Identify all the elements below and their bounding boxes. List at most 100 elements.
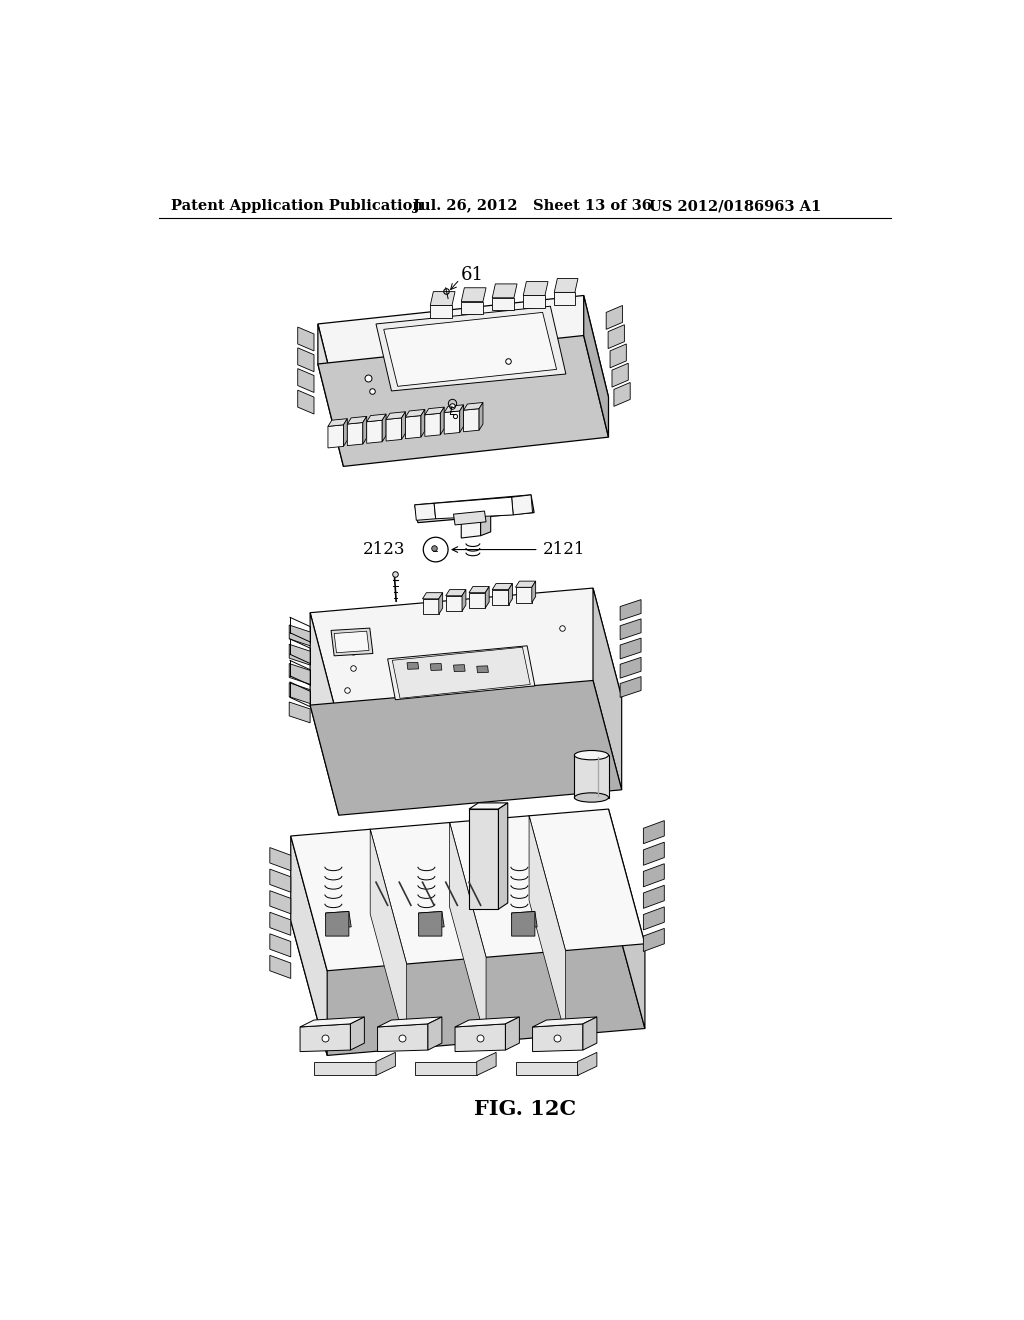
Polygon shape	[621, 619, 641, 640]
Polygon shape	[532, 1024, 583, 1052]
Polygon shape	[460, 405, 464, 433]
Polygon shape	[445, 595, 462, 611]
Polygon shape	[386, 418, 401, 441]
Polygon shape	[454, 511, 486, 525]
Polygon shape	[347, 422, 362, 446]
Polygon shape	[438, 593, 442, 614]
Polygon shape	[477, 1052, 496, 1076]
Polygon shape	[461, 508, 480, 539]
Polygon shape	[621, 638, 641, 659]
Polygon shape	[469, 803, 508, 809]
Polygon shape	[270, 912, 291, 936]
Polygon shape	[419, 911, 442, 936]
Polygon shape	[444, 411, 460, 434]
Text: US 2012/0186963 A1: US 2012/0186963 A1	[649, 199, 821, 213]
Polygon shape	[382, 414, 386, 442]
Polygon shape	[455, 1016, 519, 1027]
Polygon shape	[643, 886, 665, 908]
Polygon shape	[643, 907, 665, 929]
Polygon shape	[593, 589, 622, 789]
Polygon shape	[462, 590, 466, 611]
Polygon shape	[406, 409, 425, 417]
Polygon shape	[574, 755, 608, 797]
Polygon shape	[608, 325, 625, 348]
Polygon shape	[445, 590, 466, 595]
Circle shape	[423, 537, 449, 562]
Polygon shape	[423, 599, 438, 614]
Text: 61: 61	[461, 267, 484, 284]
Text: Jul. 26, 2012   Sheet 13 of 36: Jul. 26, 2012 Sheet 13 of 36	[414, 199, 652, 213]
Polygon shape	[523, 281, 548, 296]
Polygon shape	[291, 809, 645, 970]
Polygon shape	[455, 1024, 506, 1052]
Polygon shape	[343, 418, 347, 446]
Polygon shape	[291, 894, 645, 1056]
Polygon shape	[583, 1016, 597, 1051]
Polygon shape	[334, 631, 369, 653]
Polygon shape	[406, 416, 421, 438]
Polygon shape	[430, 664, 442, 671]
Polygon shape	[347, 416, 367, 424]
Polygon shape	[310, 681, 622, 816]
Polygon shape	[425, 407, 444, 414]
Polygon shape	[643, 863, 665, 887]
Polygon shape	[469, 809, 499, 909]
Polygon shape	[291, 836, 328, 1056]
Polygon shape	[317, 296, 608, 426]
Polygon shape	[515, 587, 531, 603]
Polygon shape	[289, 626, 310, 645]
Polygon shape	[298, 368, 314, 392]
Polygon shape	[378, 1024, 428, 1052]
Polygon shape	[270, 891, 291, 913]
Polygon shape	[425, 413, 440, 437]
Polygon shape	[643, 821, 665, 843]
Polygon shape	[300, 1016, 365, 1027]
Polygon shape	[493, 284, 517, 298]
Polygon shape	[621, 599, 641, 620]
Polygon shape	[584, 296, 608, 437]
Ellipse shape	[574, 751, 608, 760]
Polygon shape	[362, 416, 367, 444]
Polygon shape	[512, 495, 532, 515]
Polygon shape	[469, 593, 485, 609]
Polygon shape	[621, 657, 641, 678]
Polygon shape	[493, 583, 512, 590]
Polygon shape	[376, 306, 566, 391]
Polygon shape	[317, 335, 608, 466]
Polygon shape	[554, 293, 574, 305]
Polygon shape	[378, 1016, 442, 1027]
Polygon shape	[350, 1016, 365, 1051]
Polygon shape	[430, 305, 452, 318]
Polygon shape	[384, 313, 557, 387]
Polygon shape	[314, 1061, 376, 1076]
Polygon shape	[386, 412, 406, 420]
Polygon shape	[415, 1061, 477, 1076]
Polygon shape	[401, 412, 406, 440]
Polygon shape	[317, 323, 343, 466]
Polygon shape	[270, 847, 291, 871]
Polygon shape	[512, 911, 538, 928]
Polygon shape	[367, 414, 386, 422]
Polygon shape	[531, 581, 536, 603]
Text: FIG. 12C: FIG. 12C	[474, 1100, 575, 1119]
Text: Patent Application Publication: Patent Application Publication	[171, 199, 423, 213]
Polygon shape	[388, 645, 535, 700]
Ellipse shape	[574, 793, 608, 803]
Polygon shape	[477, 665, 488, 673]
Polygon shape	[289, 702, 310, 723]
Polygon shape	[423, 593, 442, 599]
Polygon shape	[392, 647, 530, 698]
Polygon shape	[434, 498, 513, 519]
Polygon shape	[367, 420, 382, 444]
Polygon shape	[298, 327, 314, 351]
Polygon shape	[428, 1016, 442, 1051]
Polygon shape	[328, 418, 347, 426]
Polygon shape	[469, 586, 489, 593]
Polygon shape	[419, 911, 444, 928]
Polygon shape	[608, 809, 645, 1028]
Polygon shape	[643, 928, 665, 952]
Polygon shape	[614, 383, 630, 407]
Text: 2123: 2123	[362, 541, 406, 558]
Polygon shape	[270, 933, 291, 957]
Polygon shape	[578, 1052, 597, 1076]
